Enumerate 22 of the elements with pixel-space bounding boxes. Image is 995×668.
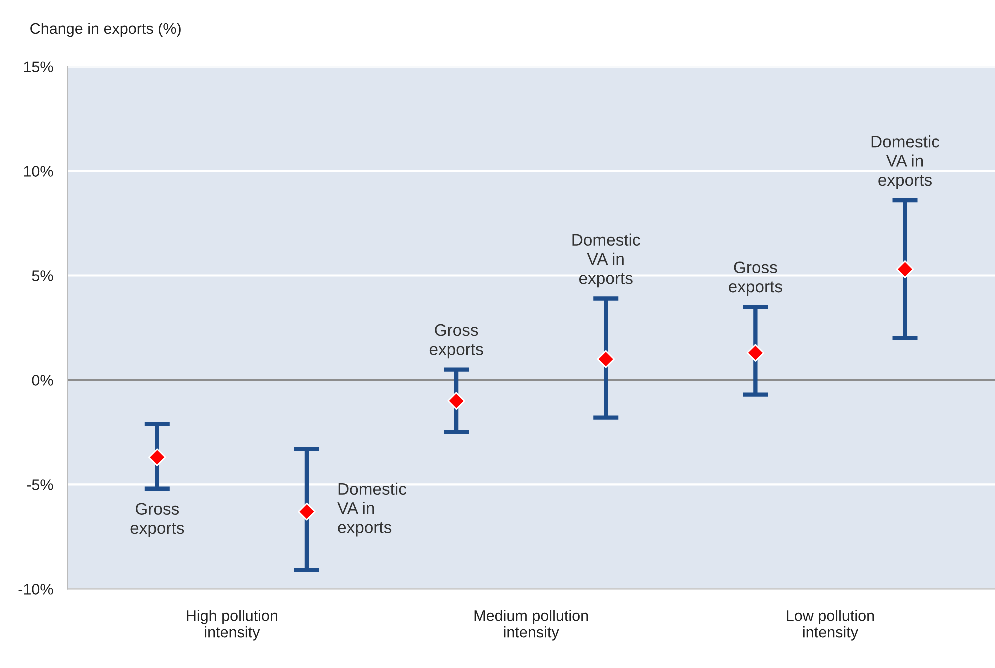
annotation: Domestic VA in exports bbox=[338, 482, 407, 537]
y-axis-title: Change in exports (%) bbox=[30, 22, 181, 38]
point bbox=[746, 344, 765, 362]
annotation: Gross exports bbox=[729, 262, 782, 296]
text: High pollution intensity bbox=[187, 610, 278, 641]
annotation: Domestic VA in exports bbox=[572, 234, 640, 288]
point bbox=[448, 392, 466, 410]
point bbox=[298, 502, 316, 521]
annotation: Domestic VA in exports bbox=[872, 136, 940, 190]
point bbox=[597, 350, 616, 368]
point bbox=[896, 260, 914, 278]
annotation: Gross exports bbox=[430, 324, 484, 359]
annotation: Gross exports bbox=[130, 503, 184, 538]
y-tick-label: -5% bbox=[27, 480, 54, 490]
y-tick-label: 15% bbox=[24, 62, 54, 72]
y-tick-label: -10% bbox=[18, 584, 54, 595]
point bbox=[148, 448, 166, 466]
y-tick-label: 10% bbox=[24, 166, 54, 177]
text: Low pollution intensity bbox=[787, 610, 874, 641]
y-tick-label: 0% bbox=[32, 375, 54, 386]
y-tick-label: 5% bbox=[32, 270, 54, 282]
text: Medium pollution intensity bbox=[474, 610, 588, 641]
